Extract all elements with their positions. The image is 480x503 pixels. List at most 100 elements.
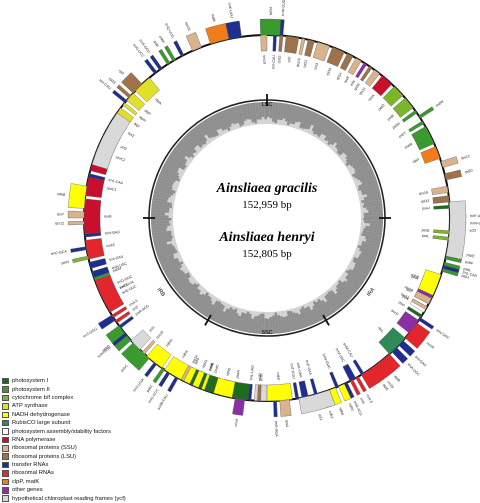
- gc-bar: [315, 301, 328, 319]
- gc-bar: [201, 300, 213, 316]
- gc-bar: [155, 245, 175, 254]
- gene-label: psaA: [235, 369, 241, 378]
- gene-label: atpF: [144, 108, 153, 116]
- gc-bar: [335, 292, 347, 305]
- gene-block: [173, 40, 185, 57]
- gc-bar: [234, 105, 243, 127]
- gc-bar: [151, 228, 167, 234]
- gc-bar: [337, 282, 354, 298]
- legend-label: cytochrome b/f complex: [12, 394, 74, 401]
- gene-label: rps7: [405, 287, 413, 294]
- gc-bar: [326, 125, 341, 142]
- gene-label: trnV-UAC: [335, 348, 346, 364]
- gene-block: [329, 371, 339, 388]
- gene-label: psbE: [466, 253, 475, 259]
- gc-bar: [363, 193, 382, 201]
- gc-bar: [152, 233, 172, 240]
- gene-label: rpoB: [104, 215, 112, 219]
- gc-bar: [184, 133, 198, 147]
- gc-bar: [363, 211, 383, 216]
- gene-block: [392, 97, 414, 118]
- gene-label: trnM-CAU: [342, 342, 354, 358]
- gc-bar: [354, 263, 371, 274]
- gene-block: [88, 173, 106, 181]
- gc-bar: [196, 124, 207, 137]
- gc-bar: [157, 176, 174, 185]
- gc-bar: [169, 271, 186, 284]
- gc-bar: [203, 119, 217, 138]
- legend-item: transfer RNAs: [2, 461, 142, 469]
- gene-label: cemA: [404, 285, 415, 293]
- gene-label: trnL-UAG: [249, 365, 254, 381]
- gene-label: trnP-UGG: [470, 214, 480, 218]
- gc-bar: [151, 199, 172, 206]
- gc-bar: [277, 315, 283, 334]
- gc-bar: [311, 114, 323, 132]
- gene-label: ycf4: [401, 294, 409, 301]
- gene-block: [72, 255, 89, 263]
- gene-label: rpl23: [108, 77, 117, 85]
- gc-bar: [173, 147, 186, 158]
- gene-block: [361, 353, 401, 389]
- region-label-ira: IRA: [366, 287, 377, 298]
- gene-label: rps12: [461, 154, 471, 160]
- gc-bar: [301, 306, 312, 327]
- gc-bar: [152, 196, 168, 203]
- gc-bar: [343, 142, 358, 155]
- gc-bar: [206, 300, 219, 319]
- gc-bar: [151, 214, 169, 218]
- gc-bar: [228, 107, 237, 125]
- gene-block: [432, 195, 450, 204]
- legend-item: photosystem II: [2, 385, 142, 393]
- gc-bar: [263, 318, 267, 334]
- gc-bar: [168, 269, 184, 282]
- gc-bar: [321, 120, 333, 136]
- gc-bar: [353, 265, 369, 276]
- gc-bar: [312, 305, 323, 322]
- gc-bar: [301, 109, 312, 129]
- gene-label: psaJ: [422, 206, 430, 210]
- gc-bar: [163, 261, 184, 274]
- gc-bar: [342, 280, 358, 294]
- gc-bar: [169, 152, 187, 165]
- gene-block: [371, 75, 393, 97]
- gene-label: trnL-UAA: [296, 363, 303, 379]
- gc-bar: [236, 105, 245, 125]
- gc-bar: [187, 131, 203, 149]
- legend-item: cytochrome b/f complex: [2, 394, 142, 402]
- gc-bar: [211, 114, 222, 130]
- gc-bar: [330, 129, 345, 146]
- legend-item: photosystem assembly/stability factors: [2, 427, 142, 435]
- gc-bar: [219, 308, 230, 326]
- gene-block: [116, 84, 132, 99]
- gc-bar: [289, 310, 298, 331]
- gene-block: [167, 376, 179, 393]
- gene-label: ndhB: [57, 192, 66, 197]
- gene-block: [97, 314, 116, 330]
- gc-bar: [362, 202, 383, 208]
- gene-label: ndhA: [181, 349, 189, 359]
- legend-item: RubisCO large subunit: [2, 419, 142, 427]
- gene-label: clpP: [412, 157, 421, 163]
- gene-label: trnL-CAA: [462, 270, 478, 278]
- gc-bar: [263, 102, 267, 120]
- gene-label: rbcL: [377, 326, 385, 334]
- gene-label: rrn16: [106, 243, 115, 248]
- gc-bar: [292, 312, 300, 331]
- legend-label: ribosomal proteins (SSU): [12, 445, 77, 452]
- gene-block: [344, 382, 355, 399]
- gc-bar: [214, 304, 226, 323]
- gc-bar: [366, 190, 381, 197]
- gc-bar: [327, 127, 343, 146]
- gc-bar: [168, 154, 187, 168]
- gene-block: [406, 306, 423, 318]
- gene-label: psbJ: [461, 274, 470, 280]
- gc-bar: [311, 113, 320, 126]
- gc-bar: [359, 173, 376, 183]
- gene-block: [408, 120, 425, 133]
- gc-bar: [351, 165, 372, 177]
- legend-label: NADH dehydrogenase: [12, 411, 71, 418]
- gc-bar: [363, 218, 383, 222]
- gc-bar: [174, 278, 190, 292]
- gc-bar: [158, 254, 175, 263]
